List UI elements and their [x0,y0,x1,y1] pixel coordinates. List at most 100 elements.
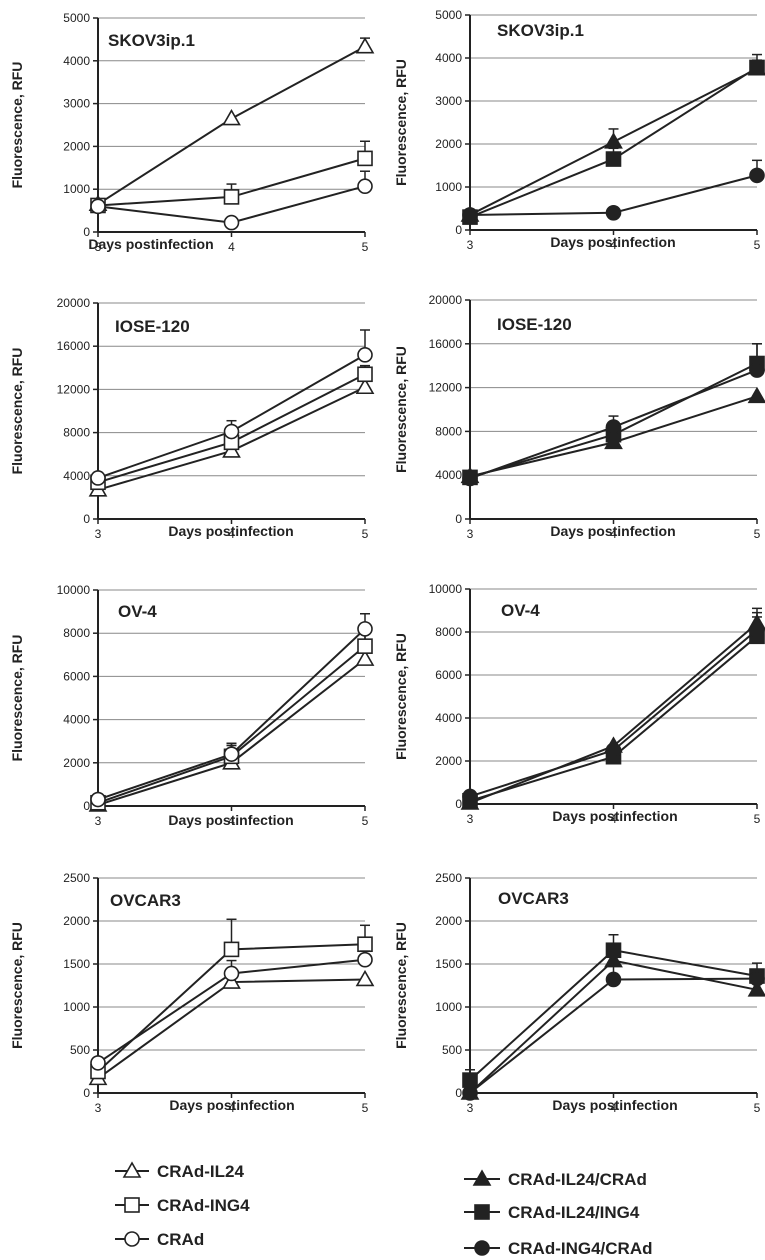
y-tick-label: 4000 [435,711,462,725]
x-tick-label: 4 [610,812,617,826]
y-tick-label: 5000 [435,8,462,22]
x-tick-label: 3 [95,814,102,828]
data-point [357,178,373,195]
chart-panel-2: 0 1000 2000 3000 4000 5000 3 4 5 Days postinfecti… [393,8,765,252]
data-point [605,151,622,167]
data-point [749,59,765,76]
y-tick-label: 1000 [435,1000,462,1014]
chart-panel-1: 0 1000 2000 3000 4000 5000 3 4 5 Days postinfecti… [9,11,375,254]
legend-label: CRAd-IL24 [157,1162,244,1181]
data-point [223,423,240,440]
x-tick-label: 3 [467,812,474,826]
series-CRAd [90,329,373,486]
y-tick-label: 3000 [63,97,90,111]
data-point [749,362,765,378]
legend-label: CRAd-ING4/CRAd [508,1239,653,1258]
y-tick-label: 500 [70,1043,90,1057]
y-tick-label: 6000 [435,668,462,682]
data-point [357,936,373,953]
legend-marker-triangle [472,1169,492,1186]
data-point [462,470,478,487]
chart-panel-7: 0 500 1000 1500 2000 2500 3 4 5 Days postinfectio… [9,871,375,1115]
y-tick-label: 4000 [435,468,462,482]
data-point [90,791,106,808]
series-CRAd-IL24 [88,969,375,1086]
y-tick-label: 8000 [63,626,90,640]
series-line [97,978,366,1080]
y-tick-label: 0 [455,223,462,237]
data-point [605,742,622,759]
panel-title: OV-4 [118,602,157,621]
panel-title: OVCAR3 [110,891,181,910]
y-tick-label: 1000 [435,180,462,194]
data-point [357,638,373,654]
data-point [223,214,240,231]
x-tick-label: 3 [95,240,102,254]
y-tick-label: 2000 [63,756,90,770]
data-point [223,189,240,205]
y-tick-label: 4000 [63,469,90,483]
y-axis-title: Fluorescence, RFU [9,348,25,475]
legend-label: CRAd [157,1230,204,1249]
series-CRAd [90,170,373,231]
y-tick-label: 0 [455,1086,462,1100]
y-tick-label: 20000 [57,296,91,310]
y-axis-title: Fluorescence, RFU [9,62,25,189]
chart-panel-8: 0 500 1000 1500 2000 2500 3 4 5 Days postinfectio… [393,871,765,1115]
y-axis-title: Fluorescence, RFU [393,922,409,1049]
legend-marker-square [124,1197,140,1213]
y-tick-label: 8000 [435,424,462,438]
data-point [462,1085,478,1101]
series-CRAd-IL24/ING4 [462,343,765,486]
y-axis-title: Fluorescence, RFU [9,635,25,762]
data-point [747,386,765,404]
series-line [469,629,758,798]
data-point [223,941,240,958]
series-CRAd-ING4/CRAd [462,611,765,805]
data-point [605,205,622,221]
x-axis-title: Days postinfection [168,523,293,539]
y-tick-label: 2000 [63,914,90,928]
legend-label: CRAd-ING4 [157,1196,250,1215]
y-tick-label: 4000 [63,54,90,68]
x-tick-label: 4 [610,527,617,541]
x-axis-title: Days postinfection [552,808,677,824]
panel-title: SKOV3ip.1 [108,31,195,50]
data-point [223,746,240,762]
y-tick-label: 1500 [435,957,462,971]
legend: CRAd-IL24 CRAd-ING4 CRAd CRAd-IL24/CRAd CRAd… [115,1161,653,1258]
x-axis-title: Days postinfection [168,812,293,828]
x-tick-label: 4 [228,814,235,828]
y-tick-label: 10000 [57,583,91,597]
data-point [355,37,375,54]
series-CRAd-ING4/CRAd [462,963,765,1101]
x-tick-label: 5 [362,240,369,254]
data-point [357,366,373,383]
x-tick-label: 3 [467,238,474,252]
data-point [357,150,373,167]
series-line [469,977,758,1094]
y-tick-label: 16000 [429,337,463,351]
series-line [97,353,366,479]
data-point [462,1072,478,1088]
data-point [90,198,106,215]
y-tick-label: 3000 [435,94,462,108]
x-axis-title: Days postinfection [88,236,213,252]
x-tick-label: 5 [754,812,761,826]
y-tick-label: 2500 [435,871,462,885]
x-tick-label: 4 [610,1101,617,1115]
series-CRAd-ING4/CRAd [462,343,765,487]
series-CRAd-IL24/CRAd [460,59,765,222]
y-tick-label: 2000 [435,137,462,151]
legend-marker-square [474,1204,490,1220]
panel-title: OVCAR3 [498,889,569,908]
data-point [605,942,622,959]
panel-title: IOSE-120 [115,317,190,336]
y-tick-label: 8000 [435,625,462,639]
y-tick-label: 0 [83,512,90,526]
data-point [223,965,240,982]
series-line [97,658,366,806]
series-CRAd-IL24/CRAd [460,607,765,810]
y-tick-label: 4000 [63,713,90,727]
